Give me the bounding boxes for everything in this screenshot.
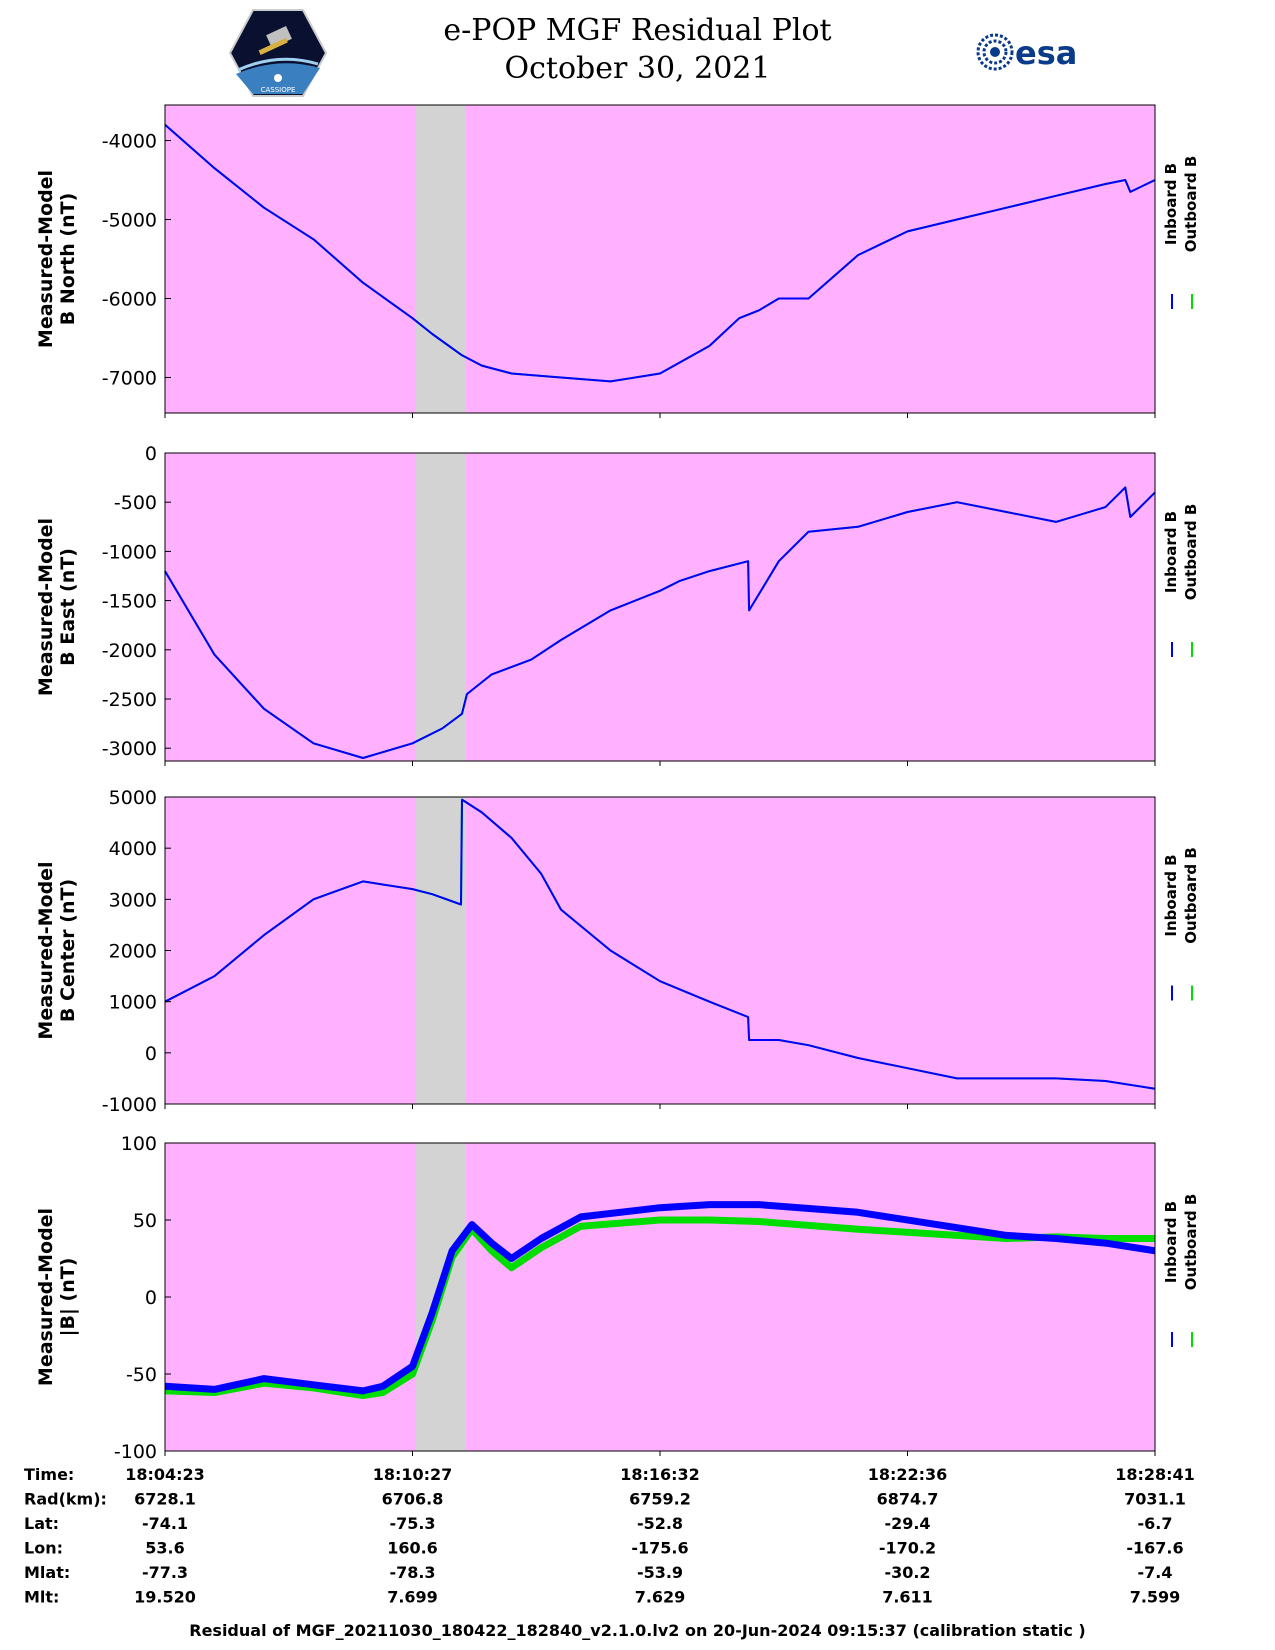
legend-inboard-label: Inboard B [1162, 1201, 1180, 1283]
panel-background [165, 105, 1155, 413]
orbit-value: -170.2 [879, 1539, 936, 1558]
series-line-inboard [164, 1201, 1156, 1395]
orbit-value: -78.3 [389, 1563, 435, 1582]
orbit-value: -74.1 [142, 1514, 188, 1533]
legend-inboard-label: Inboard B [1162, 163, 1180, 245]
y-tick-label: 2000 [109, 941, 157, 963]
panel-background [165, 797, 1155, 1104]
legend-inboard-label: Inboard B [1162, 511, 1180, 593]
orbit-value: 18:22:36 [868, 1465, 948, 1484]
y-axis-label: Measured-ModelB North (nT) [35, 170, 79, 348]
series-line-inboard [164, 123, 1156, 383]
orbit-value: 18:16:32 [620, 1465, 700, 1484]
orbit-value: -6.7 [1138, 1514, 1173, 1533]
esa-logo-text: esa [1015, 34, 1077, 72]
y-axis-label: Measured-ModelB East (nT) [35, 518, 79, 696]
orbit-value: -175.6 [631, 1539, 688, 1558]
y-tick-label: -500 [114, 492, 157, 514]
orbit-row-label: Lat: [24, 1514, 59, 1533]
orbit-value: 6874.7 [877, 1490, 939, 1509]
y-tick-label: 0 [145, 1287, 157, 1309]
orbit-value: -52.8 [637, 1514, 683, 1533]
legend-outboard-label: Outboard B [1182, 504, 1200, 601]
orbit-value: 19.520 [134, 1588, 196, 1607]
y-tick-label: 5000 [109, 787, 157, 809]
orbit-value: -75.3 [389, 1514, 435, 1533]
cassiope-logo-text: CASSIOPE [261, 86, 296, 94]
data-gap-band [415, 453, 466, 761]
orbit-value: -167.6 [1126, 1539, 1183, 1558]
orbit-value: -53.9 [637, 1563, 683, 1582]
data-gap-band [415, 797, 466, 1104]
footer-caption: Residual of MGF_20211030_180422_182840_v… [189, 1621, 1086, 1640]
legend-inboard-label: Inboard B [1162, 854, 1180, 936]
plot-date: October 30, 2021 [504, 51, 771, 86]
legend-outboard-label: Outboard B [1182, 1194, 1200, 1291]
orbit-value: -29.4 [884, 1514, 930, 1533]
y-tick-label: -1500 [102, 591, 157, 613]
orbit-value: 18:04:23 [125, 1465, 205, 1484]
orbit-value: 7031.1 [1124, 1490, 1186, 1509]
cassiope-logo: CASSIOPE [228, 9, 328, 97]
y-tick-label: -6000 [102, 288, 157, 310]
y-tick-label: 4000 [109, 838, 157, 860]
orbit-value: 6728.1 [134, 1490, 196, 1509]
y-tick-label: -50 [126, 1364, 157, 1386]
orbit-value: 160.6 [387, 1539, 438, 1558]
legend-outboard-label: Outboard B [1182, 156, 1200, 253]
orbit-row-label: Time: [24, 1465, 74, 1484]
orbit-row-label: Lon: [24, 1539, 63, 1558]
series-line-inboard [164, 798, 1156, 1090]
orbit-value: -77.3 [142, 1563, 188, 1582]
y-tick-label: -3000 [102, 738, 157, 760]
panel-background [165, 1143, 1155, 1451]
orbit-value: 6706.8 [382, 1490, 444, 1509]
y-tick-label: -2000 [102, 640, 157, 662]
y-tick-label: -1000 [102, 1094, 157, 1116]
y-tick-label: 0 [145, 1043, 157, 1065]
legend-outboard-label: Outboard B [1182, 847, 1200, 944]
orbit-value: -7.4 [1138, 1563, 1173, 1582]
y-tick-label: 50 [133, 1210, 157, 1232]
plot-title: e-POP MGF Residual Plot [443, 13, 832, 48]
orbit-value: 18:10:27 [373, 1465, 453, 1484]
data-gap-band [415, 105, 466, 413]
orbit-value: 7.699 [387, 1588, 438, 1607]
orbit-value: 53.6 [145, 1539, 184, 1558]
orbit-row-label: Rad(km): [24, 1490, 107, 1509]
y-tick-label: -7000 [102, 367, 157, 389]
orbit-row-label: Mlat: [24, 1563, 70, 1582]
esa-logo: esa [976, 33, 1077, 72]
orbit-value: 7.629 [635, 1588, 686, 1607]
orbit-value: 6759.2 [629, 1490, 691, 1509]
series-line-inboard [164, 486, 1156, 759]
y-tick-label: -100 [114, 1441, 157, 1463]
panel-background [165, 453, 1155, 761]
orbit-value: 7.599 [1130, 1588, 1181, 1607]
y-tick-label: -4000 [102, 131, 157, 153]
y-tick-label: -1000 [102, 541, 157, 563]
y-tick-label: 0 [145, 443, 157, 465]
series-line-outboard [164, 1216, 1155, 1400]
y-tick-label: 100 [121, 1133, 157, 1155]
y-tick-label: 1000 [109, 992, 157, 1014]
orbit-row-label: Mlt: [24, 1588, 59, 1607]
y-axis-label: Measured-Model|B| (nT) [35, 1208, 79, 1386]
y-tick-label: -5000 [102, 210, 157, 232]
orbit-value: 18:28:41 [1115, 1465, 1195, 1484]
orbit-value: -30.2 [884, 1563, 930, 1582]
y-tick-label: -2500 [102, 689, 157, 711]
orbit-value: 7.611 [882, 1588, 933, 1607]
y-axis-label: Measured-ModelB Center (nT) [35, 861, 79, 1039]
y-tick-label: 3000 [109, 889, 157, 911]
